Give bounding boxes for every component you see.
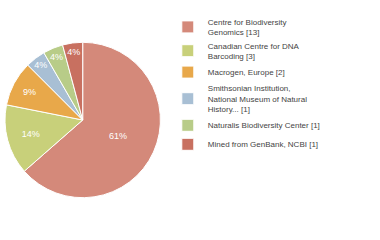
svg-text:Canadian Centre for DNABarcodi: Canadian Centre for DNABarcoding [3]	[208, 42, 300, 61]
svg-text:9%: 9%	[23, 87, 36, 97]
svg-text:4%: 4%	[67, 47, 80, 57]
svg-text:14%: 14%	[22, 129, 40, 139]
svg-text:Centre for BiodiversityGenomic: Centre for BiodiversityGenomics [13]	[208, 18, 287, 37]
svg-text:Naturalis Biodiversity Center: Naturalis Biodiversity Center [1]	[208, 121, 320, 130]
svg-text:Mined from GenBank, NCBI [1]: Mined from GenBank, NCBI [1]	[208, 140, 318, 149]
svg-text:4%: 4%	[34, 60, 47, 70]
svg-text:61%: 61%	[109, 131, 127, 141]
svg-text:Macrogen, Europe [2]: Macrogen, Europe [2]	[208, 68, 285, 77]
svg-text:4%: 4%	[50, 52, 63, 62]
svg-text:Smithsonian Institution,Nation: Smithsonian Institution,National Museum …	[208, 84, 307, 114]
